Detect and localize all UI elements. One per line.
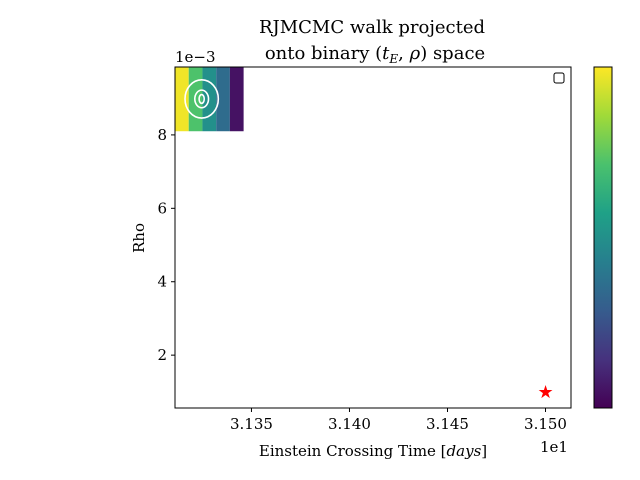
x-tick-label: 3.140	[328, 415, 371, 433]
y-axis-ticks: 2 4 6 8	[157, 126, 175, 364]
x-tick-label: 3.145	[426, 415, 469, 433]
y-tick-label: 8	[157, 126, 167, 144]
colorbar	[593, 66, 613, 409]
contour-line	[194, 89, 210, 109]
title-suffix: ) space	[420, 43, 485, 64]
heatmap-cell	[229, 67, 244, 132]
x-axis-label: Einstein Crossing Time [days]	[259, 442, 487, 460]
x-offset-text: 1e1	[540, 438, 568, 456]
x-axis-label-text: Einstein Crossing Time [	[259, 442, 447, 460]
star-marker: ★	[537, 382, 553, 403]
x-axis-label-unit: days	[447, 442, 482, 460]
x-axis-ticks: 3.135 3.140 3.145 3.150	[230, 408, 567, 433]
title-te-sub: E	[388, 52, 398, 66]
y-axis-label: Rho	[130, 223, 148, 253]
contour-line	[184, 79, 220, 119]
title-rho: ρ	[409, 43, 421, 64]
y-tick-label: 2	[157, 346, 167, 364]
chart-title-line1: RJMCMC walk projected	[259, 17, 485, 38]
x-tick-label: 3.135	[230, 415, 273, 433]
y-tick-label: 6	[157, 199, 167, 217]
plot-frame	[174, 66, 572, 409]
markers: ★	[537, 382, 553, 403]
chart-title-line2: onto binary (tE, ρ) space	[265, 43, 485, 66]
heatmap-cell	[216, 67, 230, 132]
title-prefix: onto binary (	[265, 43, 382, 64]
x-tick-label: 3.150	[524, 415, 567, 433]
title-mid: ,	[398, 43, 409, 64]
legend-box	[553, 72, 565, 84]
contours	[184, 79, 220, 119]
y-tick-label: 4	[157, 273, 167, 291]
y-offset-text: 1e−3	[175, 48, 216, 66]
contour-line	[198, 93, 206, 105]
title-te: t	[382, 43, 390, 64]
x-axis-label-close: ]	[481, 442, 487, 460]
heatmap-cell	[175, 67, 189, 132]
